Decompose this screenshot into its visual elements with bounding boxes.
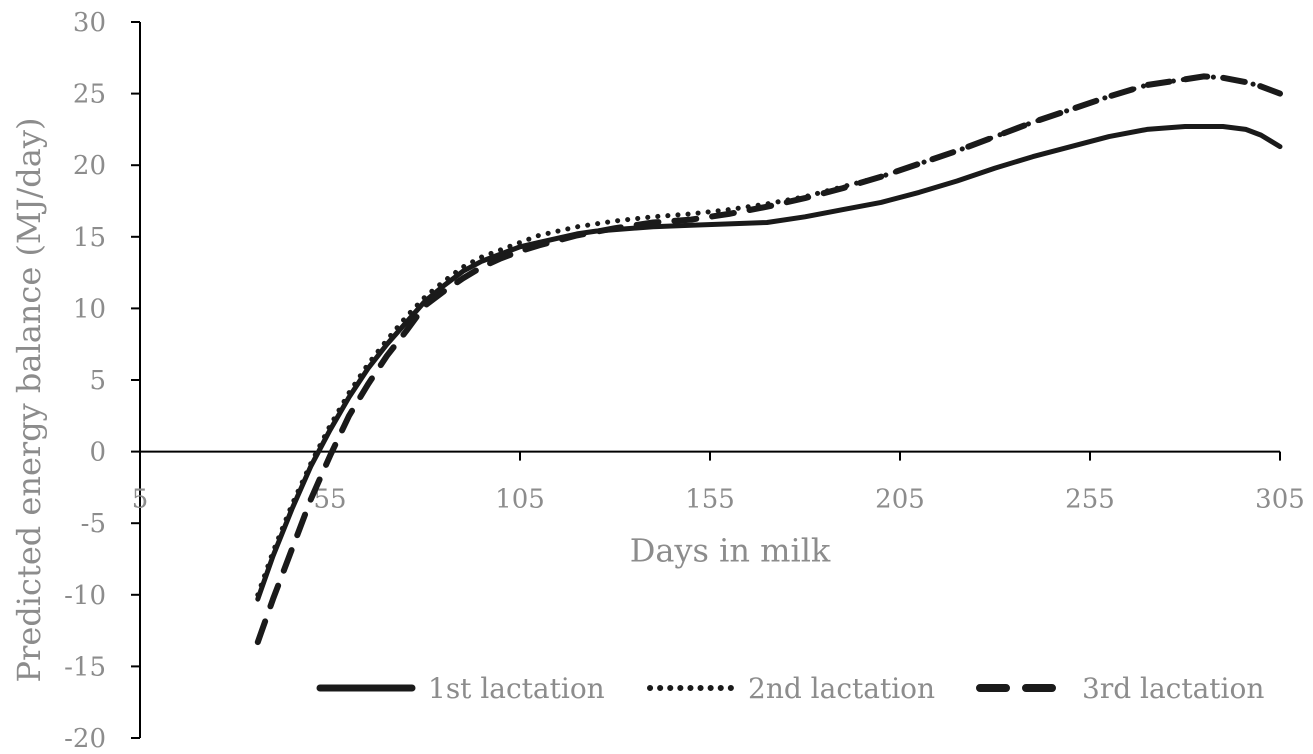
y-axis: -20 -15 -10 -5 0 5 10 15 20 25 30 xyxy=(64,8,141,754)
x-tick-label: 205 xyxy=(875,485,925,515)
y-tick-label: 30 xyxy=(73,8,106,38)
y-tick-label: 5 xyxy=(89,366,106,396)
y-axis-title: Predicted energy balance (MJ/day) xyxy=(10,118,48,683)
y-tick-label: 15 xyxy=(73,223,106,253)
x-tick-label: 255 xyxy=(1065,485,1115,515)
legend-label-3: 3rd lactation xyxy=(1082,672,1264,705)
series-lines xyxy=(254,73,1283,646)
x-tick-label: 305 xyxy=(1255,485,1305,515)
x-axis-title: Days in milk xyxy=(630,532,831,570)
y-tick-label: -20 xyxy=(64,724,106,754)
series-line-2 xyxy=(255,73,1283,598)
x-tick-label: 55 xyxy=(313,485,346,515)
x-axis: 5 55 105 155 205 255 305 xyxy=(132,450,1305,515)
y-tick-label: 0 xyxy=(89,438,106,468)
y-tick-label: -15 xyxy=(64,652,106,682)
y-tick-label: -5 xyxy=(81,509,106,539)
legend: 1st lactation 2nd lactation 3rd lactation xyxy=(316,672,1264,705)
y-tick-label: -10 xyxy=(64,581,106,611)
y-tick-label: 20 xyxy=(73,151,106,181)
y-tick-label: 25 xyxy=(73,80,106,110)
legend-label-1: 1st lactation xyxy=(428,672,605,705)
x-tick-label: 105 xyxy=(495,485,545,515)
x-tick-label: 5 xyxy=(132,485,149,515)
x-tick-label: 155 xyxy=(685,485,735,515)
series-line-3 xyxy=(254,73,1283,646)
legend-label-2: 2nd lactation xyxy=(748,672,935,705)
series-line-1 xyxy=(255,124,1283,602)
y-tick-label: 10 xyxy=(73,294,106,324)
